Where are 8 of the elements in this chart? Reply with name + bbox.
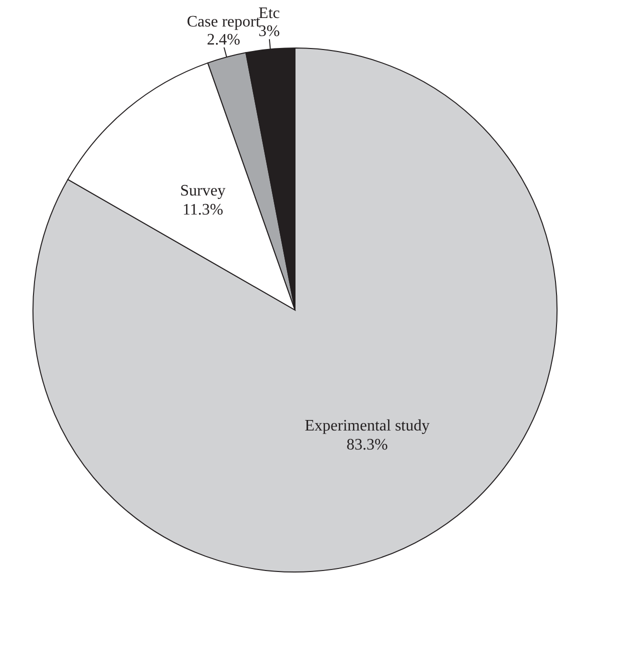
data-label: 3% bbox=[258, 23, 280, 40]
slice-label: Experimental study bbox=[304, 418, 430, 435]
data-label: 2.4% bbox=[206, 31, 240, 48]
data-label: 11.3% bbox=[182, 201, 224, 218]
slice-label: Etc bbox=[258, 5, 280, 22]
data-label: 83.3% bbox=[346, 436, 388, 454]
slice-label: Case report bbox=[186, 13, 261, 30]
slice-label: Survey bbox=[180, 182, 226, 200]
